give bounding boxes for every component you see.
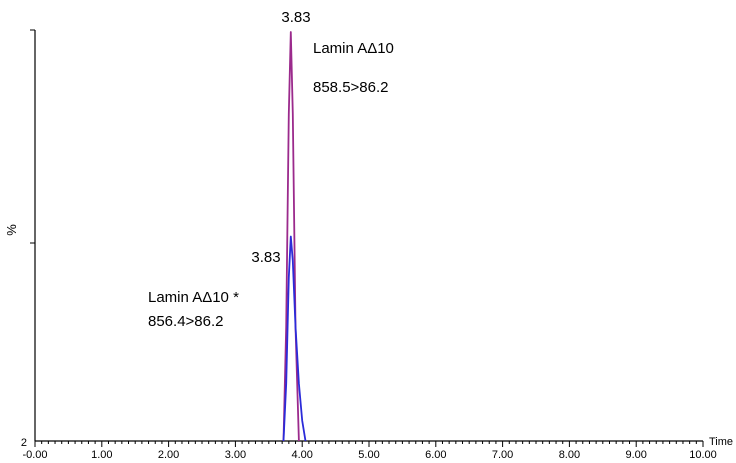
y-axis bbox=[30, 29, 36, 441]
x-tick-label: 8.00 bbox=[559, 449, 580, 461]
x-tick-label: 4.00 bbox=[291, 449, 312, 461]
compound-label-upper: Lamin AΔ10 bbox=[313, 40, 394, 57]
transition-label-lower: 856.4>86.2 bbox=[148, 313, 224, 330]
y-axis-title: % bbox=[4, 224, 19, 236]
peak-label-upper: 3.83 bbox=[281, 9, 310, 26]
peak-label-lower: 3.83 bbox=[251, 249, 280, 266]
x-tick-label: -0.00 bbox=[22, 449, 47, 461]
x-axis bbox=[34, 440, 704, 447]
x-tick-label: 1.00 bbox=[91, 449, 112, 461]
x-tick-label: 7.00 bbox=[492, 449, 513, 461]
x-tick-label: 3.00 bbox=[225, 449, 246, 461]
x-tick-label: 10.00 bbox=[689, 449, 717, 461]
x-tick-label: 5.00 bbox=[358, 449, 379, 461]
x-tick-label: 6.00 bbox=[425, 449, 446, 461]
transition-label-upper: 858.5>86.2 bbox=[313, 79, 389, 96]
x-tick-label: 9.00 bbox=[625, 449, 646, 461]
x-axis-title: Time bbox=[709, 436, 733, 448]
series-line-2 bbox=[282, 235, 307, 442]
compound-label-lower: Lamin AΔ10 * bbox=[148, 289, 239, 306]
x-tick-label: 2.00 bbox=[158, 449, 179, 461]
y-tick-label: 2 bbox=[21, 437, 27, 449]
